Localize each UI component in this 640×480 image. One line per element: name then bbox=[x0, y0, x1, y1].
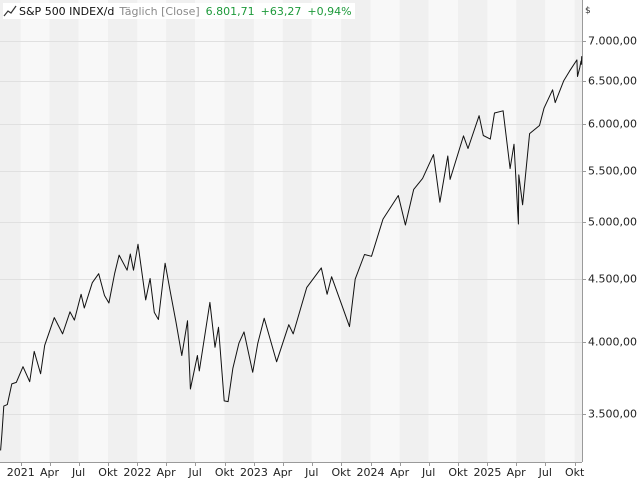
x-tick-label: 2021 bbox=[6, 466, 35, 479]
quarter-band bbox=[49, 0, 79, 462]
y-tick-label: 5.500,00 bbox=[588, 164, 637, 177]
y-tick-label: 4.500,00 bbox=[588, 272, 637, 285]
quarter-band bbox=[311, 0, 342, 462]
x-tick-label: Okt bbox=[448, 466, 468, 479]
quarter-band bbox=[428, 0, 459, 462]
quarter-band bbox=[224, 0, 254, 462]
chart-header: S&P 500 INDEX/d Täglich [Close] 6.801,71… bbox=[3, 3, 355, 19]
quarter-band bbox=[137, 0, 167, 462]
x-tick-label: Apr bbox=[39, 466, 60, 479]
quarter-band bbox=[253, 0, 283, 462]
x-tick-label: Okt bbox=[331, 466, 351, 479]
x-tick-label: 2025 bbox=[473, 466, 502, 479]
y-tick-label: 7.000,00 bbox=[588, 34, 637, 48]
x-tick-label: 2024 bbox=[356, 466, 385, 479]
price-change-percent: +0,94% bbox=[307, 4, 352, 18]
quarter-band bbox=[516, 0, 546, 462]
x-tick-label: Apr bbox=[156, 466, 176, 479]
quarter-band bbox=[20, 0, 50, 462]
quarter-band bbox=[195, 0, 225, 462]
instrument-title: S&P 500 INDEX/d bbox=[19, 4, 115, 18]
quarter-band bbox=[545, 0, 575, 462]
y-tick-label: 6.000,00 bbox=[588, 117, 637, 131]
quarter-band bbox=[574, 0, 582, 462]
quarter-band bbox=[341, 0, 371, 462]
x-tick-label: Jul bbox=[188, 466, 202, 479]
quarter-band bbox=[166, 0, 196, 462]
quarter-band bbox=[107, 0, 138, 462]
quarter-band bbox=[458, 0, 488, 462]
price-series-line bbox=[0, 56, 583, 451]
x-tick-label: Apr bbox=[506, 466, 526, 479]
y-tick-label: 3.500,00 bbox=[588, 407, 637, 421]
y-tick-label: 4.000,00 bbox=[588, 335, 637, 349]
x-tick-label: Jul bbox=[538, 466, 552, 479]
x-tick-label: Okt bbox=[214, 466, 235, 479]
price-change: +63,27 bbox=[260, 4, 302, 18]
currency-label: $ bbox=[585, 6, 591, 16]
quarter-band bbox=[487, 0, 517, 462]
x-tick-label: Jul bbox=[305, 466, 319, 479]
quarter-band bbox=[78, 0, 108, 462]
interval-label: Täglich [Close] bbox=[119, 4, 200, 18]
quarter-band bbox=[370, 0, 400, 462]
x-tick-label: Okt bbox=[98, 466, 118, 479]
x-tick-label: Jul bbox=[71, 466, 86, 479]
y-tick-label: 6.500,00 bbox=[588, 74, 637, 88]
x-tick-label: 2022 bbox=[123, 466, 152, 479]
quarter-band bbox=[282, 0, 312, 462]
line-chart-icon bbox=[3, 5, 17, 17]
x-tick-label: Jul bbox=[422, 466, 436, 479]
x-tick-label: 2023 bbox=[239, 466, 268, 479]
x-tick-label: Apr bbox=[273, 466, 293, 479]
quarter-band bbox=[0, 0, 21, 462]
y-tick-label: 5.000,00 bbox=[588, 215, 637, 229]
last-price: 6.801,71 bbox=[205, 4, 255, 18]
x-tick-label: Okt bbox=[564, 466, 585, 479]
quarter-band bbox=[399, 0, 429, 462]
x-tick-label: Apr bbox=[390, 466, 410, 479]
